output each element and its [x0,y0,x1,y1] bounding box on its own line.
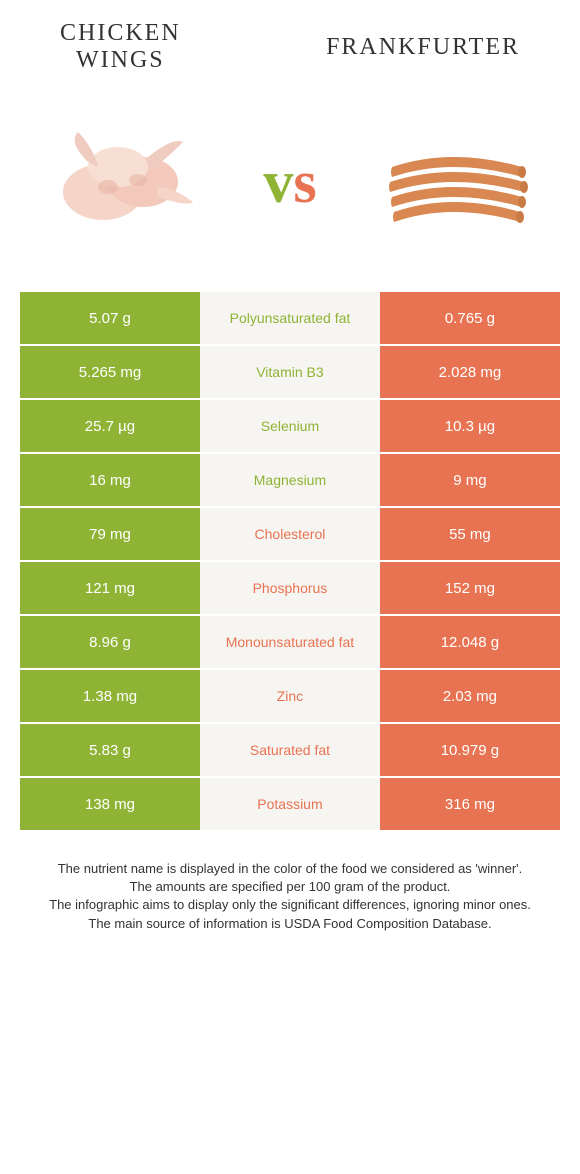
nutrient-row: 8.96 gMonounsaturated fat12.048 g [20,616,560,670]
nutrient-label: Selenium [200,400,380,452]
footnote-line: The nutrient name is displayed in the co… [20,860,560,878]
right-value: 9 mg [380,454,560,506]
left-value: 5.83 g [20,724,200,776]
nutrient-row: 79 mgCholesterol55 mg [20,508,560,562]
nutrient-label: Polyunsaturated fat [200,292,380,344]
footnote-line: The amounts are specified per 100 gram o… [20,878,560,896]
left-value: 16 mg [20,454,200,506]
nutrient-row: 1.38 mgZinc2.03 mg [20,670,560,724]
nutrient-label: Monounsaturated fat [200,616,380,668]
right-value: 2.03 mg [380,670,560,722]
food-a-title-line1: Chicken [60,20,181,47]
left-value: 5.265 mg [20,346,200,398]
nutrient-label: Vitamin B3 [200,346,380,398]
footnote-line: The main source of information is USDA F… [20,915,560,933]
nutrient-row: 121 mgPhosphorus152 mg [20,562,560,616]
nutrient-label: Potassium [200,778,380,830]
vs-s: s [293,149,316,215]
right-value: 12.048 g [380,616,560,668]
header: Chicken Wings Frankfurter [20,20,560,74]
right-value: 55 mg [380,508,560,560]
left-value: 1.38 mg [20,670,200,722]
food-b-image [372,112,532,252]
footnote-line: The infographic aims to display only the… [20,896,560,914]
right-value: 2.028 mg [380,346,560,398]
food-a-image [48,112,208,252]
left-value: 25.7 µg [20,400,200,452]
nutrient-label: Zinc [200,670,380,722]
vs-v: v [263,149,293,215]
nutrient-label: Saturated fat [200,724,380,776]
left-value: 5.07 g [20,292,200,344]
nutrient-row: 16 mgMagnesium9 mg [20,454,560,508]
nutrient-label: Phosphorus [200,562,380,614]
nutrient-row: 5.07 gPolyunsaturated fat0.765 g [20,292,560,346]
vs-badge: vs [263,148,316,217]
nutrient-row: 5.265 mgVitamin B32.028 mg [20,346,560,400]
nutrient-label: Cholesterol [200,508,380,560]
images-row: vs [20,92,560,272]
right-value: 10.3 µg [380,400,560,452]
right-value: 316 mg [380,778,560,830]
nutrient-row: 25.7 µgSelenium10.3 µg [20,400,560,454]
right-value: 152 mg [380,562,560,614]
nutrient-label: Magnesium [200,454,380,506]
nutrient-row: 138 mgPotassium316 mg [20,778,560,832]
food-b-title: Frankfurter [326,34,520,61]
food-a-title-line2: Wings [60,47,181,74]
nutrient-table: 5.07 gPolyunsaturated fat0.765 g5.265 mg… [20,292,560,832]
right-value: 10.979 g [380,724,560,776]
left-value: 138 mg [20,778,200,830]
footnotes: The nutrient name is displayed in the co… [20,860,560,933]
food-a-title: Chicken Wings [60,20,181,74]
nutrient-row: 5.83 gSaturated fat10.979 g [20,724,560,778]
left-value: 79 mg [20,508,200,560]
left-value: 8.96 g [20,616,200,668]
right-value: 0.765 g [380,292,560,344]
left-value: 121 mg [20,562,200,614]
